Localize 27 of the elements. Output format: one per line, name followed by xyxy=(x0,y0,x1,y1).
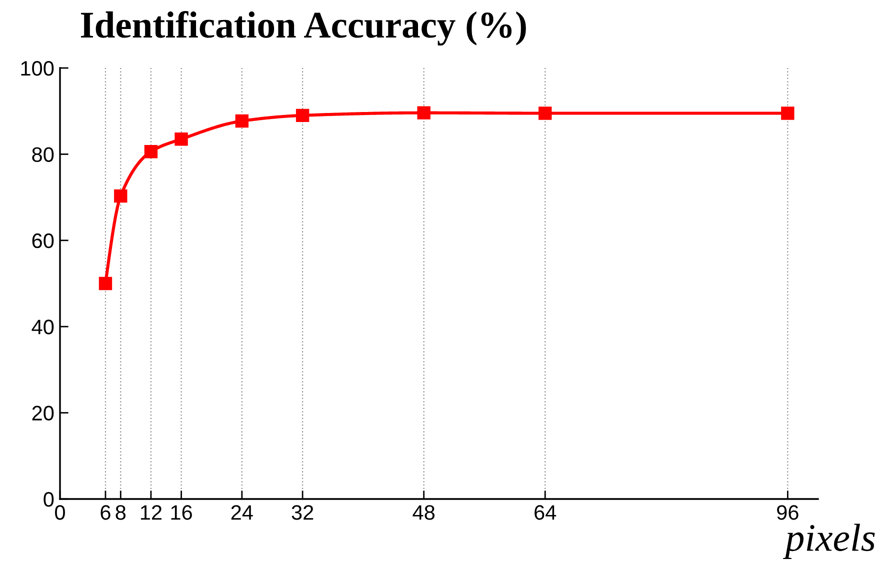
point xyxy=(144,145,158,158)
y-tick-label: 40 xyxy=(32,320,54,334)
point xyxy=(98,276,112,290)
x-tick-label: 16 xyxy=(171,505,192,520)
x-tick-label: 8 xyxy=(116,505,126,520)
point xyxy=(235,114,249,128)
point xyxy=(296,108,310,122)
point xyxy=(417,106,430,120)
x-tick-label: 6 xyxy=(100,505,110,520)
point xyxy=(538,106,552,120)
y-tick-label: 0 xyxy=(44,492,54,507)
point xyxy=(174,132,188,146)
x-tick-label: 32 xyxy=(292,505,314,520)
point xyxy=(114,189,128,203)
x-tick-label: 24 xyxy=(231,505,253,520)
x-tick-label: 0 xyxy=(55,505,65,520)
point xyxy=(781,106,794,120)
x-axis-title: pixels xyxy=(782,524,875,559)
y-tick-label: 20 xyxy=(32,406,54,421)
y-tick-label: 80 xyxy=(32,147,54,162)
y-tick-label: 100 xyxy=(21,61,54,76)
x-tick-label: 48 xyxy=(412,505,435,520)
x-tick-label: 96 xyxy=(777,505,798,520)
chart-title: Identification Accuracy (%) xyxy=(80,11,526,46)
x-tick-label: 12 xyxy=(140,505,162,520)
y-tick-label: 60 xyxy=(32,233,54,248)
x-tick-label: 64 xyxy=(534,505,556,520)
